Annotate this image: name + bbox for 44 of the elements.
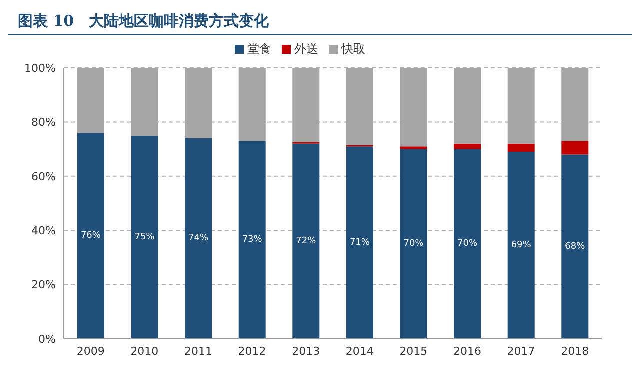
bar <box>346 146 374 339</box>
x-tick-label: 2013 <box>292 344 320 358</box>
data-label: 72% <box>296 236 317 246</box>
legend-label: 堂食 <box>248 42 272 56</box>
bar <box>454 149 482 339</box>
y-tick-label: 0% <box>38 332 56 346</box>
data-label: 69% <box>511 240 532 251</box>
data-label: 70% <box>458 239 478 250</box>
bar <box>77 133 104 339</box>
bar <box>131 136 158 339</box>
bar <box>185 138 212 339</box>
bar <box>454 144 482 150</box>
chart-title: 图表 10 大陆地区咖啡消费方式变化 <box>8 8 632 35</box>
data-label: 68% <box>565 242 586 252</box>
data-label: 70% <box>404 239 424 250</box>
x-tick-label: 2018 <box>561 344 590 358</box>
data-label: 71% <box>350 238 370 248</box>
x-tick-label: 2009 <box>76 344 105 358</box>
legend-label: 外送 <box>294 42 318 56</box>
bar <box>292 144 320 339</box>
bar <box>508 144 535 152</box>
y-tick-label: 20% <box>32 278 56 292</box>
bar <box>238 141 266 339</box>
data-label: 73% <box>242 235 263 246</box>
data-label: 76% <box>80 231 102 242</box>
bar <box>400 149 428 339</box>
x-tick-label: 2015 <box>400 344 428 358</box>
x-tick-label: 2011 <box>184 344 212 358</box>
x-tick-label: 2016 <box>454 344 482 358</box>
bar <box>400 146 428 150</box>
data-label: 75% <box>134 232 156 242</box>
y-tick-label: 60% <box>32 170 56 184</box>
y-tick-label: 40% <box>32 224 56 238</box>
y-tick-label: 100% <box>24 62 56 75</box>
data-label: 74% <box>188 234 209 244</box>
y-tick-label: 80% <box>32 116 56 130</box>
bar <box>562 154 589 339</box>
bar <box>508 152 535 339</box>
x-tick-label: 2012 <box>238 344 266 358</box>
x-tick-label: 2014 <box>346 344 374 358</box>
x-tick-label: 2017 <box>507 344 536 358</box>
x-tick-label: 2010 <box>130 344 159 358</box>
bar <box>562 141 589 155</box>
legend-label: 快取 <box>342 42 366 56</box>
